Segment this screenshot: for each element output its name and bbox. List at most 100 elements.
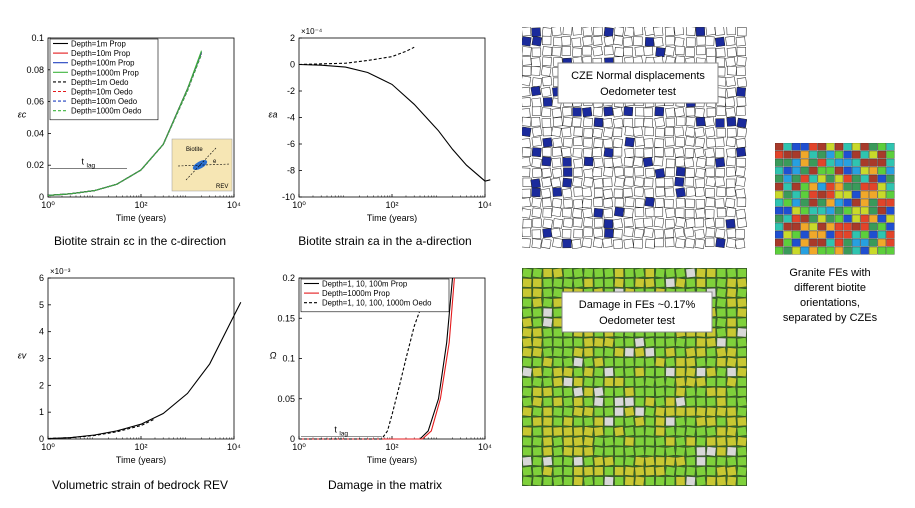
mesh-cell	[531, 207, 542, 218]
mesh-cell	[644, 396, 655, 407]
mesh-cell	[675, 277, 686, 288]
mesh-cell	[834, 214, 844, 223]
mesh-cell	[665, 466, 676, 477]
mesh-cell	[675, 337, 686, 348]
caption-volumetric-strain: Volumetric strain of bedrock REV	[51, 478, 229, 492]
mesh-cell	[562, 207, 572, 218]
mesh-cell	[716, 367, 727, 378]
mesh-cell	[583, 377, 594, 387]
mesh-cell	[665, 376, 676, 388]
mesh-cell	[869, 158, 878, 167]
mesh-cell	[624, 476, 635, 486]
mesh-cell	[613, 206, 625, 218]
mesh-cell	[683, 157, 695, 168]
mesh-cell	[716, 207, 727, 218]
mesh-cell	[624, 456, 635, 467]
mesh-cell	[716, 436, 727, 447]
mesh-cell	[542, 446, 553, 457]
mesh-cell	[561, 228, 572, 239]
mesh-cell	[675, 446, 686, 457]
mesh-cell	[695, 426, 707, 437]
mesh-cell	[809, 174, 818, 183]
mesh-cell	[664, 187, 675, 198]
mesh-cell	[716, 377, 727, 387]
mesh-cell	[561, 188, 573, 199]
mesh-cell	[572, 406, 584, 417]
mesh-cell	[860, 190, 869, 199]
mesh-cell	[562, 238, 572, 249]
mesh-cell	[542, 297, 553, 308]
mesh-cell	[624, 377, 635, 387]
mesh-cell	[522, 288, 532, 298]
x-axis-label: Time (years)	[367, 213, 417, 223]
mesh-cell	[886, 182, 895, 191]
mesh-cell	[614, 377, 624, 387]
mesh-cell	[572, 176, 583, 188]
mesh-cell	[603, 476, 614, 486]
mesh-cell	[843, 150, 852, 159]
mesh-cell	[614, 347, 625, 358]
mesh-cell	[573, 426, 584, 437]
mesh-cell	[644, 277, 655, 288]
mesh-cell	[695, 376, 707, 387]
mesh-cell	[716, 337, 727, 348]
mesh-cell	[522, 268, 533, 279]
mesh-cell	[614, 466, 624, 476]
mesh-cell	[541, 118, 552, 128]
mesh-cell	[860, 222, 869, 231]
mesh-cell	[685, 27, 696, 36]
mesh-cell	[706, 436, 717, 447]
mesh-cell	[716, 456, 727, 467]
mesh-cell	[665, 387, 676, 397]
mesh-cell	[532, 347, 543, 358]
mesh-cell	[552, 475, 564, 486]
mesh-cell	[675, 217, 686, 228]
y-tick-label: 0.06	[26, 97, 44, 107]
mesh-cell	[563, 426, 573, 437]
mesh-cell	[542, 97, 553, 107]
mesh-cell	[665, 416, 676, 427]
mesh-cell	[877, 150, 887, 159]
mesh-cell	[860, 246, 869, 255]
mesh-cell	[694, 107, 705, 118]
mesh-cell	[886, 230, 895, 239]
mesh-cell	[726, 456, 737, 467]
mesh-cell	[869, 230, 878, 239]
mesh-cell	[593, 207, 604, 218]
mesh-cell	[655, 456, 665, 466]
mesh-cell	[800, 206, 809, 215]
chart-volumetric-strain: 0 1 2 3 4 5 6 10⁰ 10² 10⁴ Time (years) εv ×10⁻³	[18, 267, 242, 465]
mesh-cell	[552, 337, 563, 348]
mesh-cell	[572, 147, 583, 158]
mesh-cell	[624, 337, 635, 348]
mesh-cell	[593, 188, 604, 198]
mesh-cell	[552, 307, 563, 318]
mesh-cell	[644, 37, 655, 47]
mesh-cell	[664, 198, 674, 209]
y-tick-label: -8	[287, 166, 295, 176]
mesh-cell	[783, 246, 792, 255]
mesh-cell	[522, 147, 532, 157]
mesh-cell	[653, 156, 664, 167]
mesh-cell	[522, 46, 532, 57]
mesh-cell	[643, 227, 654, 238]
mesh-cell	[734, 238, 746, 249]
mesh-cell	[551, 157, 562, 168]
mesh-cell	[714, 36, 726, 48]
mesh-cell	[552, 376, 563, 387]
mesh-cell	[634, 407, 645, 417]
mesh-cell	[593, 456, 604, 467]
mesh-cell	[614, 436, 625, 447]
mesh-cell	[655, 127, 665, 138]
mesh-cell	[592, 147, 602, 157]
mesh-cell	[783, 190, 792, 199]
mesh-cell	[851, 214, 861, 223]
mesh-cell	[593, 106, 604, 117]
mesh-cell	[726, 278, 737, 288]
mesh-cell	[775, 158, 784, 167]
mesh-cell	[877, 198, 887, 207]
mesh-cell	[603, 347, 614, 358]
mesh-cell	[843, 206, 852, 215]
mesh-cell	[603, 166, 614, 178]
mesh-cell	[654, 268, 666, 278]
